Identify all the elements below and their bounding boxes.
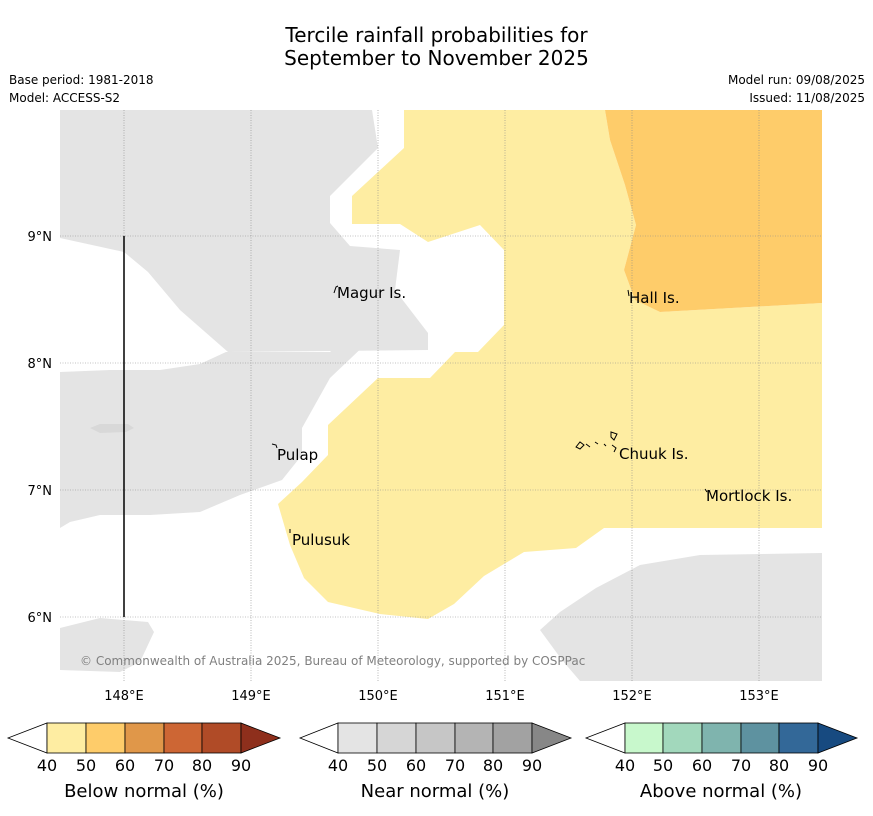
map-title-line-2: September to November 2025 [284,46,589,70]
near-normal-region-south [60,618,154,672]
colorbar-segment [46,722,87,754]
magur-island-mark [333,285,339,294]
probability-map: Magur Is. Hall Is. Pulap Chuuk Is. Mortl… [28,110,822,704]
base-period-text: Base period: 1981-2018 [9,73,154,87]
colorbar-tick: 40 [37,756,57,775]
x-tick-label: 152°E [612,689,652,704]
y-tick-label: 6°N [28,611,53,626]
colorbars-legend: 40 50 60 70 80 90 40 50 60 70 80 90 40 5… [6,722,859,775]
colorbar-tick: 80 [192,756,212,775]
place-label-mortlock: Mortlock Is. [706,487,792,505]
place-label-magur: Magur Is. [337,284,406,302]
colorbar-label-above-normal: Above normal (%) [639,781,803,802]
colorbar-low-arrow [6,722,48,754]
copyright-text: © Commonwealth of Australia 2025, Bureau… [80,654,585,668]
colorbar-segment [376,722,417,754]
colorbar-tick: 60 [692,756,712,775]
colorbar-tick: 70 [445,756,465,775]
colorbar-high-arrow [817,722,859,754]
colorbar-low-arrow [584,722,626,754]
mortlock-island-mark [704,488,708,493]
x-tick-label: 148°E [104,689,144,704]
colorbar-segment [454,722,494,754]
colorbar-segment [415,722,456,754]
place-label-pulap: Pulap [277,446,318,464]
colorbar-tick: 50 [367,756,387,775]
map-title-line-1: Tercile rainfall probabilities for [285,23,588,47]
colorbar-high-arrow [531,722,573,754]
colorbar-segment [124,722,165,754]
pulap-island-mark [271,443,278,449]
model-run-text: Model run: 09/08/2025 [727,73,865,87]
colorbar-tick: 60 [115,756,135,775]
colorbar-segment [740,722,780,754]
colorbar-segment [201,722,242,754]
colorbar-tick: 50 [653,756,673,775]
chuuk-islands-mark [575,431,618,453]
y-tick-label: 7°N [28,484,53,499]
meta-left: Base period: 1981-2018 Model: ACCESS-S2 [9,71,154,107]
x-tick-label: 153°E [739,689,779,704]
x-tick-label: 149°E [231,689,271,704]
x-tick-label: 150°E [358,689,398,704]
colorbar-tick: 70 [154,756,174,775]
colorbar-tick: 90 [808,756,828,775]
colorbar-segment [662,722,703,754]
issued-text: Issued: 11/08/2025 [749,91,865,105]
hall-island-mark [627,289,630,297]
colorbar-above-normal: 40 50 60 70 80 90 [584,722,859,775]
colorbar-label-below-normal: Below normal (%) [64,781,224,802]
colorbar-tick: 80 [769,756,789,775]
colorbar-low-arrow [298,722,339,754]
colorbar-segment [85,722,126,754]
colorbar-segment [778,722,819,754]
colorbar-below-normal: 40 50 60 70 80 90 [6,722,282,775]
colorbar-near-normal: 40 50 60 70 80 90 [298,722,573,775]
colorbar-tick: 50 [76,756,96,775]
model-text: Model: ACCESS-S2 [9,91,121,105]
island-marks [271,285,708,533]
colorbar-tick: 40 [328,756,348,775]
place-label-pulusuk: Pulusuk [292,531,350,549]
colorbar-segment [163,722,203,754]
x-tick-label: 151°E [485,689,525,704]
colorbar-segment [701,722,742,754]
colorbar-high-arrow [240,722,282,754]
colorbar-tick: 40 [615,756,635,775]
colorbar-tick: 90 [522,756,542,775]
colorbar-tick: 90 [231,756,251,775]
below-normal-50-60-region [605,110,822,312]
gridlines [60,110,822,681]
colorbar-tick: 70 [731,756,751,775]
colorbar-tick: 80 [483,756,503,775]
y-tick-label: 8°N [28,357,53,372]
colorbar-tick: 60 [406,756,426,775]
colorbar-segment [337,722,378,754]
near-normal-region-southwest [60,318,370,528]
place-label-chuuk: Chuuk Is. [619,445,688,463]
colorbar-segment [492,722,533,754]
below-normal-40-50-region [278,110,822,619]
colorbar-segment [624,722,664,754]
near-normal-region-west [60,110,428,352]
y-tick-label: 9°N [28,230,53,245]
place-label-hall: Hall Is. [629,289,680,307]
near-normal-patch-small [90,424,134,433]
meta-right: Model run: 09/08/2025 Issued: 11/08/2025 [728,71,865,107]
colorbar-label-near-normal: Near normal (%) [360,781,510,802]
